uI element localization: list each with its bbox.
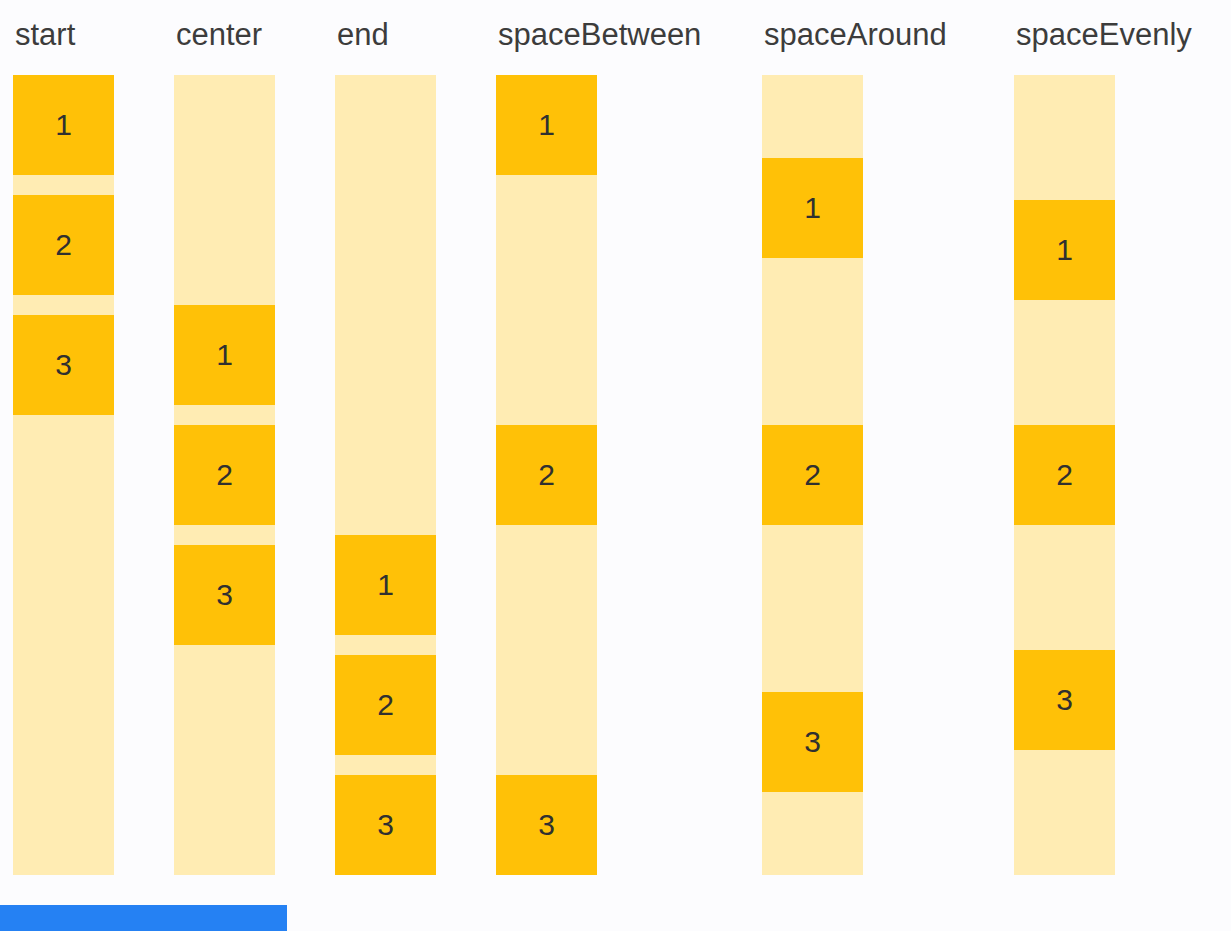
flex-item-box: 2 xyxy=(1014,425,1115,525)
flex-item-box: 1 xyxy=(174,305,275,405)
flex-item-box: 1 xyxy=(335,535,436,635)
flex-item-box: 3 xyxy=(1014,650,1115,750)
column-label: start xyxy=(15,15,75,55)
flex-item-box: 3 xyxy=(13,315,114,415)
flex-track: 1 2 3 xyxy=(762,75,863,875)
flex-item-box: 2 xyxy=(13,195,114,295)
flex-item-box: 2 xyxy=(496,425,597,525)
alignment-column-spaceBetween: spaceBetween 1 2 3 xyxy=(496,13,702,875)
flex-item-box: 3 xyxy=(762,692,863,792)
alignment-column-spaceAround: spaceAround 1 2 3 xyxy=(762,13,954,875)
bottom-blue-bar xyxy=(0,905,287,931)
flex-item-box: 1 xyxy=(1014,200,1115,300)
flex-item-box: 1 xyxy=(13,75,114,175)
alignment-column-start: start 1 2 3 xyxy=(13,13,114,875)
column-label: spaceEvenly xyxy=(1016,15,1192,55)
alignment-demo-row: start 1 2 3 center 1 2 3 end 1 2 3 space… xyxy=(0,0,1231,875)
flex-item-box: 3 xyxy=(174,545,275,645)
column-label: spaceAround xyxy=(764,15,947,55)
flex-track: 1 2 3 xyxy=(13,75,114,875)
alignment-column-center: center 1 2 3 xyxy=(174,13,275,875)
flex-track: 1 2 3 xyxy=(335,75,436,875)
alignment-column-spaceEvenly: spaceEvenly 1 2 3 xyxy=(1014,13,1192,875)
column-label: spaceBetween xyxy=(498,15,701,55)
flex-track: 1 2 3 xyxy=(174,75,275,875)
column-label: center xyxy=(176,15,262,55)
flex-track: 1 2 3 xyxy=(1014,75,1115,875)
flex-item-box: 1 xyxy=(762,158,863,258)
flex-item-box: 1 xyxy=(496,75,597,175)
column-label: end xyxy=(337,15,389,55)
alignment-column-end: end 1 2 3 xyxy=(335,13,436,875)
flex-item-box: 2 xyxy=(762,425,863,525)
flex-track: 1 2 3 xyxy=(496,75,597,875)
flex-item-box: 3 xyxy=(335,775,436,875)
flex-item-box: 3 xyxy=(496,775,597,875)
flex-item-box: 2 xyxy=(335,655,436,755)
flex-item-box: 2 xyxy=(174,425,275,525)
